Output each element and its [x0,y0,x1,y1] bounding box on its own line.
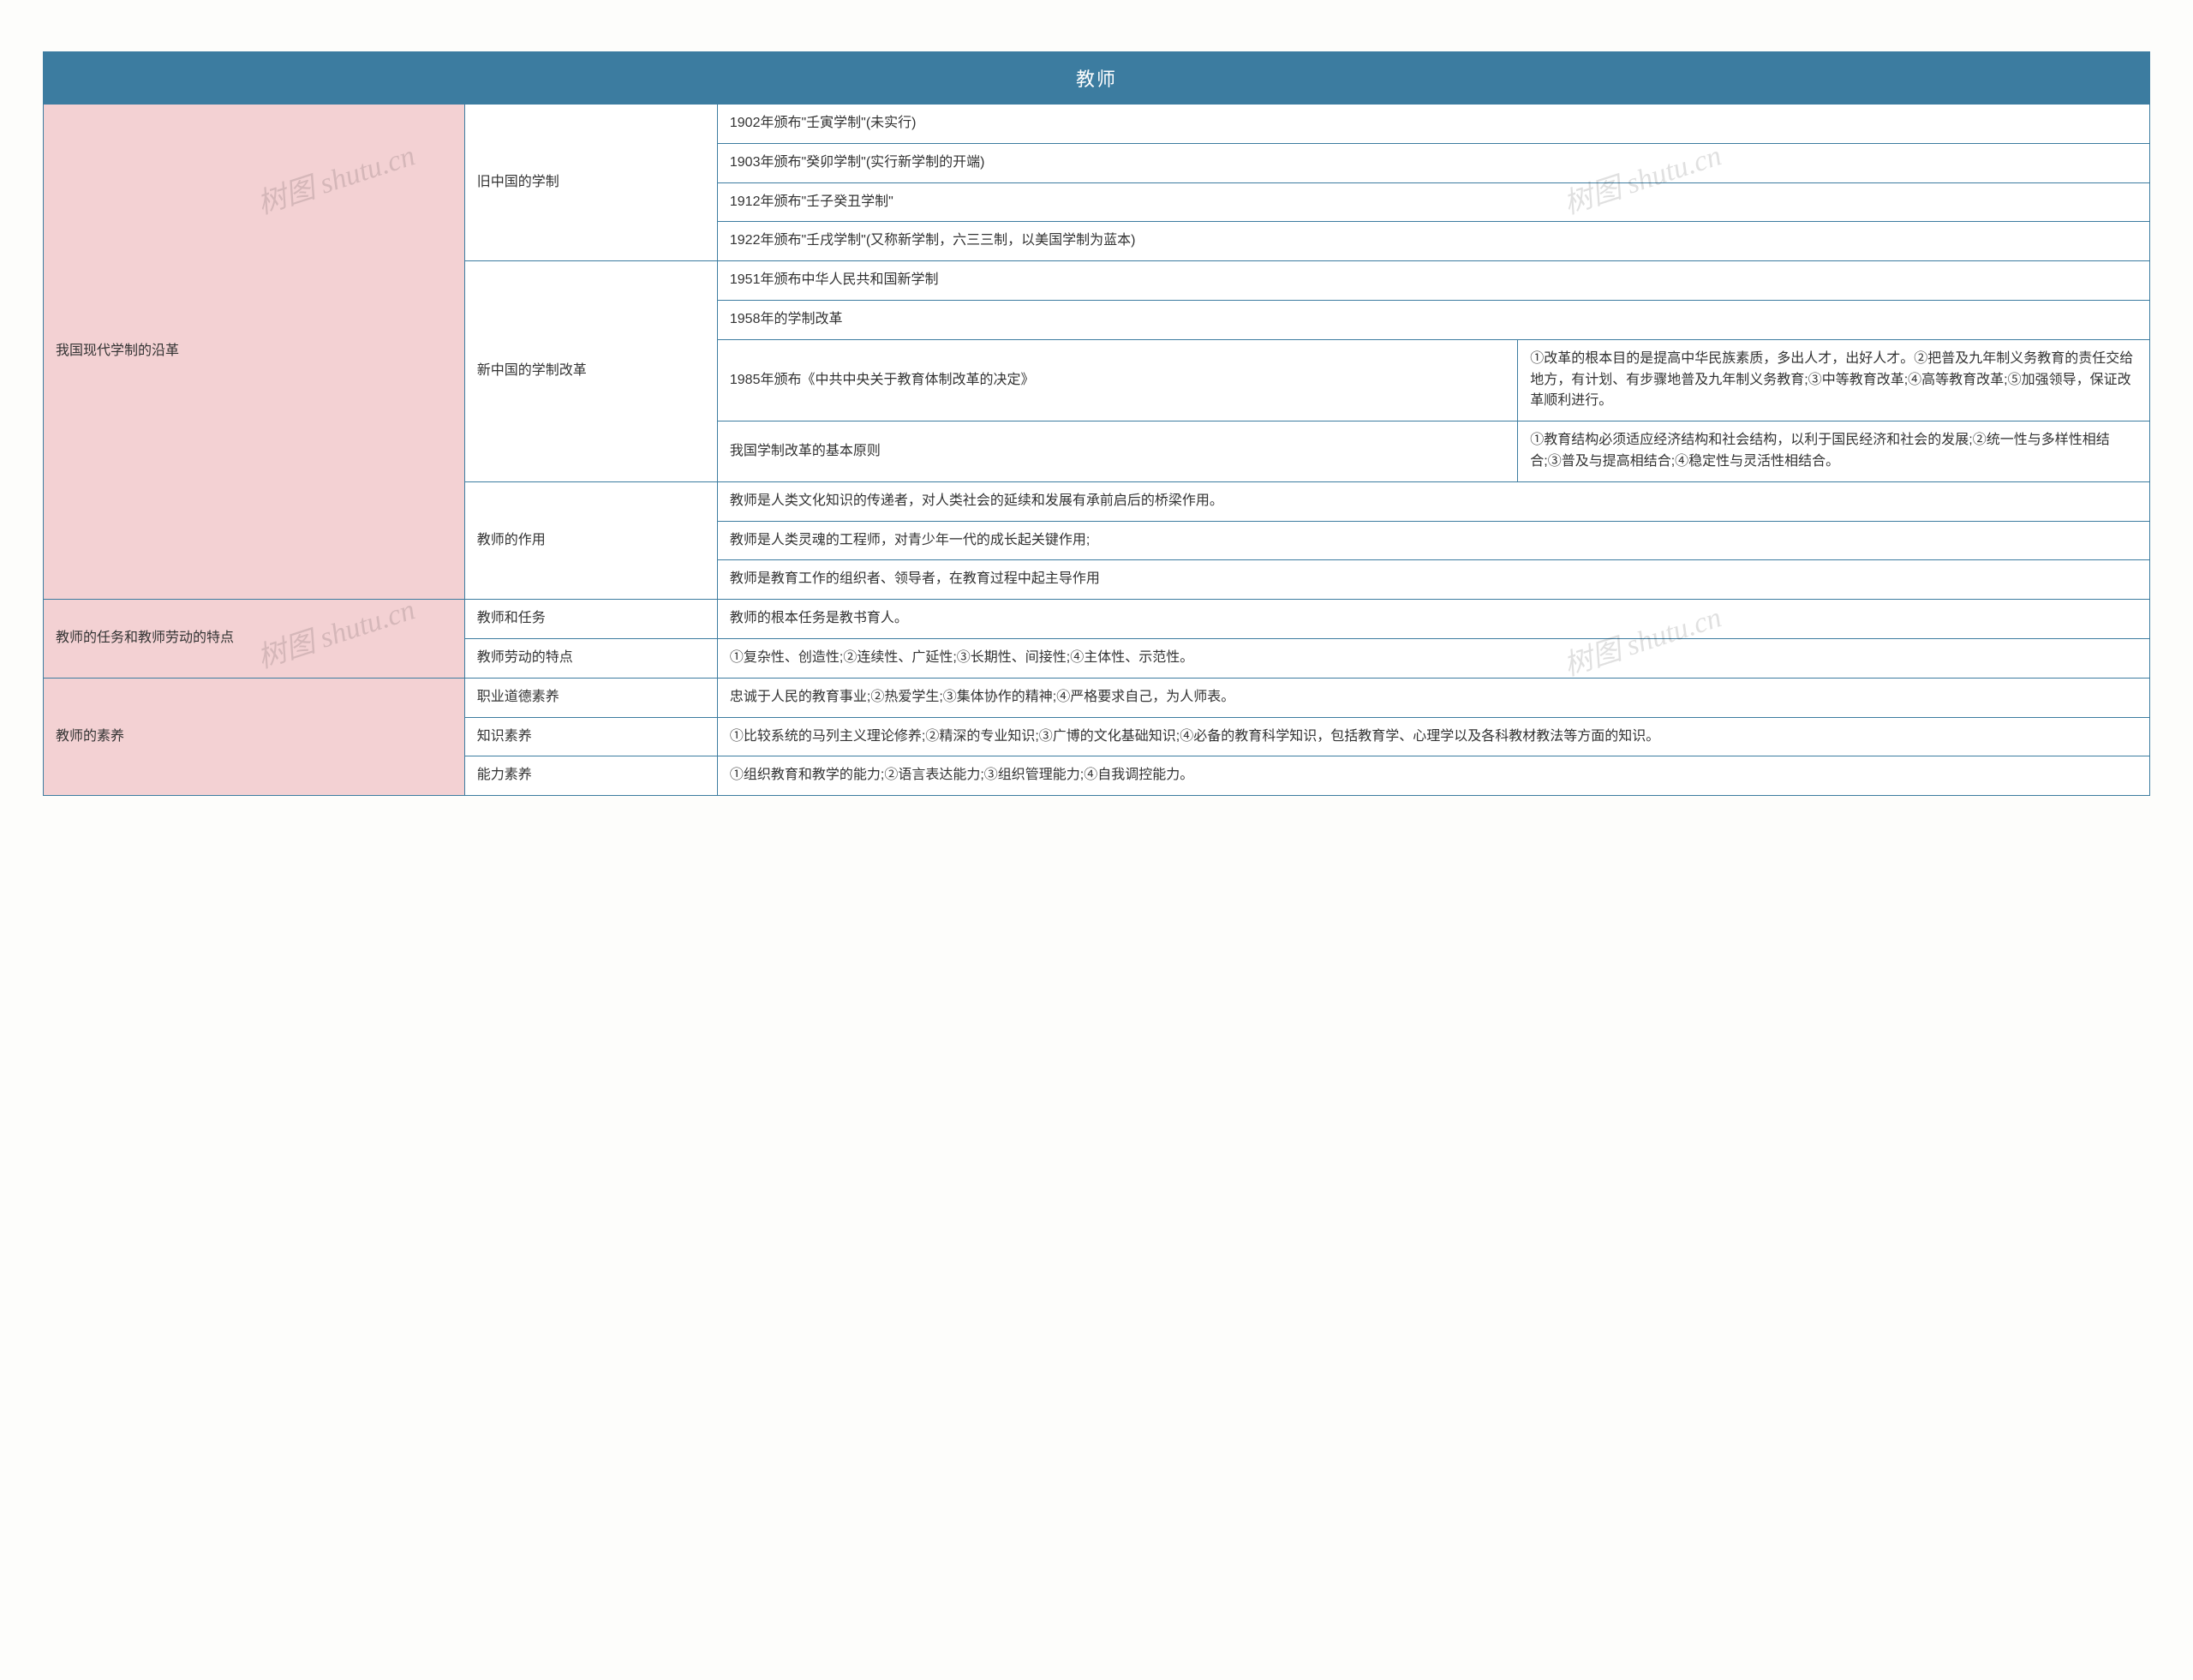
section-a3: 教师的素养 [44,678,465,795]
cell: ①比较系统的马列主义理论修养;②精深的专业知识;③广博的文化基础知识;④必备的教… [717,717,2149,756]
cell: 教师是人类文化知识的传递者，对人类社会的延续和发展有承前启后的桥梁作用。 [717,481,2149,521]
cell: 1985年颁布《中共中央关于教育体制改革的决定》 [717,339,1517,421]
table-header-row: 教师 [44,52,2150,105]
cell: 1912年颁布"壬子癸丑学制" [717,182,2149,222]
cell: 1922年颁布"壬戌学制"(又称新学制，六三三制，以美国学制为蓝本) [717,222,2149,261]
cell: 能力素养 [464,756,717,796]
cell: 教师和任务 [464,600,717,639]
page-wrap: 树图 shutu.cn 树图 shutu.cn 树图 shutu.cn 树图 s… [43,51,2150,796]
cell: 职业道德素养 [464,678,717,717]
cell: 知识素养 [464,717,717,756]
cell: 1902年颁布"壬寅学制"(未实行) [717,105,2149,144]
section-a1-b2: 新中国的学制改革 [464,261,717,482]
cell: ①复杂性、创造性;②连续性、广延性;③长期性、间接性;④主体性、示范性。 [717,638,2149,678]
cell: ①改革的根本目的是提高中华民族素质，多出人才，出好人才。②把普及九年制义务教育的… [1518,339,2150,421]
cell: 1903年颁布"癸卯学制"(实行新学制的开端) [717,143,2149,182]
cell: ①教育结构必须适应经济结构和社会结构，以利于国民经济和社会的发展;②统一性与多样… [1518,421,2150,482]
section-a1-b1: 旧中国的学制 [464,105,717,261]
cell: 教师的根本任务是教书育人。 [717,600,2149,639]
cell: 教师是教育工作的组织者、领导者，在教育过程中起主导作用 [717,560,2149,600]
cell: ①组织教育和教学的能力;②语言表达能力;③组织管理能力;④自我调控能力。 [717,756,2149,796]
cell: 教师是人类灵魂的工程师，对青少年一代的成长起关键作用; [717,521,2149,560]
cell: 教师劳动的特点 [464,638,717,678]
cell: 我国学制改革的基本原则 [717,421,1517,482]
outline-table: 教师 我国现代学制的沿革 旧中国的学制 1902年颁布"壬寅学制"(未实行) 1… [43,51,2150,796]
section-a2: 教师的任务和教师劳动的特点 [44,600,465,679]
cell: 1958年的学制改革 [717,300,2149,339]
section-a1-b3: 教师的作用 [464,481,717,599]
table-title: 教师 [44,52,2150,105]
cell: 1951年颁布中华人民共和国新学制 [717,261,2149,301]
cell: 忠诚于人民的教育事业;②热爱学生;③集体协作的精神;④严格要求自己，为人师表。 [717,678,2149,717]
section-a1: 我国现代学制的沿革 [44,105,465,600]
